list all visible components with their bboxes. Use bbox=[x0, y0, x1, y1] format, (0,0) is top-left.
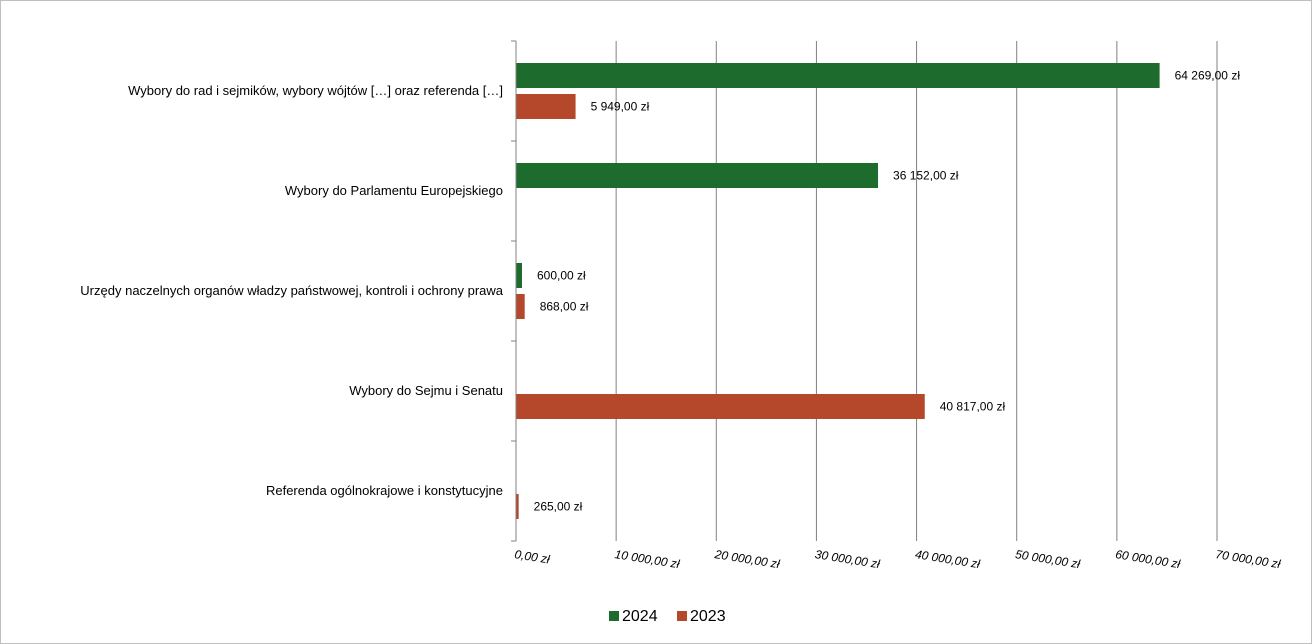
legend-label: 2024 bbox=[622, 608, 658, 625]
bar-2023 bbox=[516, 94, 576, 119]
category-axis bbox=[511, 40, 517, 542]
data-label: 265,00 zł bbox=[534, 500, 583, 514]
x-tick-label: 60 000,00 zł bbox=[1114, 547, 1181, 571]
bar-2023 bbox=[516, 294, 525, 319]
x-tick-label: 30 000,00 zł bbox=[814, 547, 881, 571]
data-label: 64 269,00 zł bbox=[1175, 69, 1241, 83]
grid bbox=[615, 41, 1218, 541]
data-label: 868,00 zł bbox=[540, 300, 589, 314]
value-labels: 64 269,00 zł 5 949,00 zł 36 152,00 zł 600,0… bbox=[534, 69, 1241, 514]
bar-2023 bbox=[516, 394, 925, 419]
x-tick-label: 50 000,00 zł bbox=[1014, 547, 1081, 571]
x-tick-labels: 0,00 zł 10 000,00 zł 20 000,00 zł 30 000,00… bbox=[514, 547, 1282, 571]
category-label: Urzędy naczelnych organów władzy państwo… bbox=[80, 283, 503, 298]
x-tick-label: 70 000,00 zł bbox=[1215, 547, 1282, 571]
legend-swatch-2024 bbox=[609, 611, 619, 621]
category-label: Referenda ogólnokrajowe i konstytucyjne bbox=[266, 483, 503, 498]
bar-2024 bbox=[516, 263, 523, 288]
category-labels: Wybory do rad i sejmików, wybory wójtów … bbox=[80, 83, 503, 498]
x-tick-label: 20 000,00 zł bbox=[713, 547, 781, 571]
data-label: 600,00 zł bbox=[537, 269, 586, 283]
bars bbox=[516, 63, 1160, 519]
bar-2024 bbox=[516, 63, 1160, 88]
legend-swatch-2023 bbox=[677, 611, 687, 621]
bar-2023 bbox=[516, 494, 519, 519]
legend-label: 2023 bbox=[690, 608, 726, 625]
data-label: 40 817,00 zł bbox=[940, 400, 1006, 414]
category-label: Wybory do Sejmu i Senatu bbox=[349, 383, 503, 398]
data-label: 36 152,00 zł bbox=[893, 169, 959, 183]
legend: 2024 2023 bbox=[609, 608, 726, 625]
category-label: Wybory do rad i sejmików, wybory wójtów … bbox=[128, 83, 503, 98]
category-label: Wybory do Parlamentu Europejskiego bbox=[285, 183, 503, 198]
x-tick-label: 40 000,00 zł bbox=[914, 547, 981, 571]
x-tick-label: 10 000,00 zł bbox=[614, 547, 681, 571]
data-label: 5 949,00 zł bbox=[591, 100, 650, 114]
bar-2024 bbox=[516, 163, 879, 188]
x-tick-label: 0,00 zł bbox=[514, 547, 551, 566]
